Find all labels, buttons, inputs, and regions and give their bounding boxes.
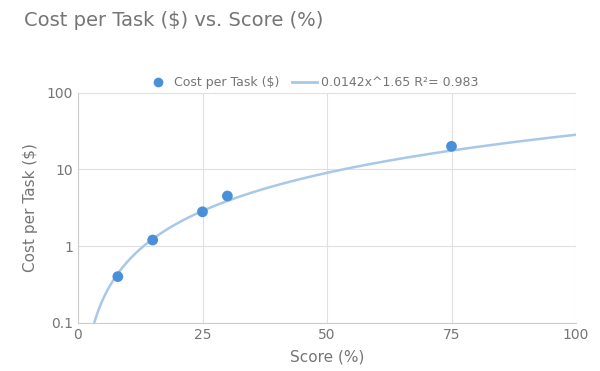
Point	[223, 193, 232, 199]
Point	[447, 143, 457, 149]
Point	[198, 209, 208, 215]
Legend: Cost per Task ($), 0.0142x^1.65 R²= 0.983: Cost per Task ($), 0.0142x^1.65 R²= 0.98…	[140, 71, 484, 94]
Point	[148, 237, 157, 243]
Text: Cost per Task ($) vs. Score (%): Cost per Task ($) vs. Score (%)	[24, 11, 323, 30]
Y-axis label: Cost per Task ($): Cost per Task ($)	[23, 143, 38, 272]
X-axis label: Score (%): Score (%)	[290, 350, 364, 365]
Point	[113, 274, 122, 280]
